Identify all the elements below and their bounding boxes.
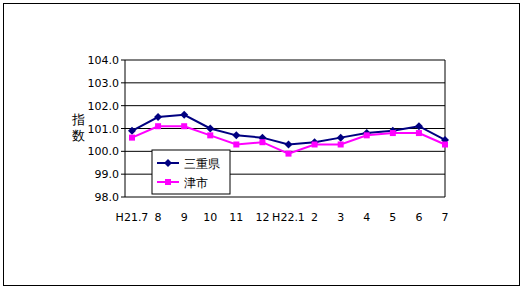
y-label: 指数 — [71, 112, 85, 143]
grid-line — [125, 197, 445, 198]
chart: 98.0 99.0 100.0 101.0 102.0 103.0 104.0 H21.7 8 9… — [0, 0, 523, 290]
y-tick-label: 101.0 — [88, 123, 120, 136]
data-point — [181, 123, 187, 129]
data-point — [285, 140, 293, 148]
grid-line — [125, 128, 445, 129]
y-tick-label: 102.0 — [88, 100, 120, 113]
data-point — [155, 123, 161, 129]
y-tick — [121, 82, 125, 83]
data-point — [154, 113, 162, 121]
x-tick-label: H22.1 — [272, 211, 305, 224]
x-tick-label: 7 — [442, 211, 449, 224]
x-tick-label: 8 — [155, 211, 162, 224]
data-point — [206, 125, 214, 133]
grid-line — [125, 82, 445, 83]
x-tick-label: 6 — [415, 211, 422, 224]
grid-line — [125, 60, 445, 61]
legend-box — [152, 150, 230, 194]
chart-frame — [4, 4, 520, 286]
chart-root: 98.0 99.0 100.0 101.0 102.0 103.0 104.0 H21.7 8 9… — [0, 0, 523, 290]
data-point — [129, 135, 135, 141]
y-label-char: 数 — [72, 128, 85, 143]
legend-label: 津市 — [184, 176, 208, 190]
legend-marker — [164, 159, 172, 167]
data-point — [180, 111, 188, 119]
legend-label: 三重県 — [184, 157, 220, 171]
y-tick — [121, 128, 125, 129]
data-point — [415, 122, 423, 130]
data-point — [207, 132, 213, 138]
y-tick-label: 99.0 — [95, 168, 120, 181]
x-tick-label: 4 — [363, 211, 370, 224]
y-tick — [121, 174, 125, 175]
data-point — [128, 127, 136, 135]
x-tick-label: 10 — [203, 211, 217, 224]
data-point — [312, 141, 318, 147]
y-tick-label: 103.0 — [88, 77, 120, 90]
y-tick — [121, 60, 125, 61]
y-label-char: 指 — [71, 112, 85, 127]
data-point — [364, 132, 370, 138]
data-point — [337, 134, 345, 142]
data-point — [442, 141, 448, 147]
y-axis — [125, 60, 126, 197]
y-tick-label: 100.0 — [88, 145, 120, 158]
x-tick-label: 5 — [389, 211, 396, 224]
data-point — [232, 131, 240, 139]
legend-marker — [165, 179, 171, 185]
data-point — [416, 130, 422, 136]
y-tick-label: 104.0 — [88, 54, 120, 67]
x-tick-label: 3 — [337, 211, 344, 224]
plot-right — [445, 60, 446, 197]
x-tick-label: 12 — [255, 211, 269, 224]
y-label-text: 指数 — [71, 112, 85, 143]
x-tick-label: 2 — [311, 211, 318, 224]
y-tick — [121, 197, 125, 198]
y-tick-label: 98.0 — [95, 191, 120, 204]
legend: 三重県津市 — [152, 150, 230, 194]
y-tick — [121, 151, 125, 152]
x-tick-label: H21.7 — [116, 211, 149, 224]
data-point — [286, 151, 292, 157]
series-line — [132, 115, 445, 145]
x-tick-label: 11 — [229, 211, 243, 224]
data-point — [390, 130, 396, 136]
y-tick — [121, 105, 125, 106]
grid-line — [125, 105, 445, 106]
x-tick-label: 9 — [181, 211, 188, 224]
data-point — [233, 141, 239, 147]
data-point — [338, 141, 344, 147]
data-point — [259, 139, 265, 145]
